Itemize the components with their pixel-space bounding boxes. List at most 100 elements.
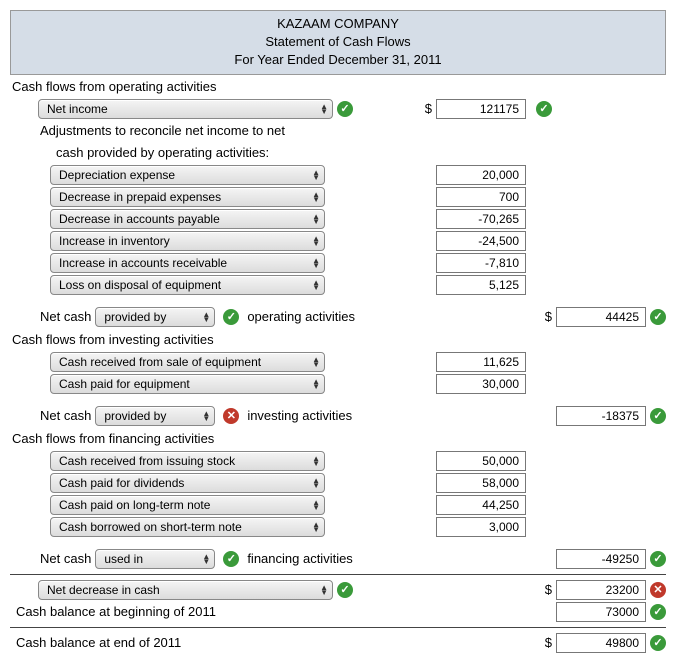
check-icon: ✓ [650,551,666,567]
net-change-select[interactable]: Net decrease in cash ▲▼ [38,580,333,600]
x-icon: ✕ [223,408,239,424]
line-item-select[interactable]: Increase in accounts receivable ▲▼ [50,253,325,273]
line-item-label: Increase in accounts receivable [59,256,227,270]
fin-netcash-select[interactable]: used in ▲▼ [95,549,215,569]
line-item-label: Decrease in prepaid expenses [59,190,221,204]
financing-title: Cash flows from financing activities [10,428,216,449]
begin-balance-input[interactable] [556,602,646,622]
end-balance-input[interactable] [556,633,646,653]
line-item-select[interactable]: Cash received from issuing stock ▲▼ [50,451,325,471]
check-icon: ✓ [337,101,353,117]
line-item-select[interactable]: Depreciation expense ▲▼ [50,165,325,185]
net-change-input[interactable] [556,580,646,600]
line-item-label: Cash borrowed on short-term note [59,520,242,534]
chevron-updown-icon: ▲▼ [312,214,320,224]
end-balance-label: Cash balance at end of 2011 [14,635,181,650]
line-item-input[interactable] [436,473,526,493]
chevron-updown-icon: ▲▼ [312,192,320,202]
chevron-updown-icon: ▲▼ [312,170,320,180]
chevron-updown-icon: ▲▼ [320,104,328,114]
line-item-input[interactable] [436,165,526,185]
line-item-input[interactable] [436,374,526,394]
dollar-sign: $ [542,635,556,650]
op-netcash-input[interactable] [556,307,646,327]
investing-title: Cash flows from investing activities [10,329,216,350]
net-income-select[interactable]: Net income ▲▼ [38,99,333,119]
fin-netcash-select-label: used in [104,552,143,566]
chevron-updown-icon: ▲▼ [312,379,320,389]
chevron-updown-icon: ▲▼ [312,258,320,268]
chevron-updown-icon: ▲▼ [312,357,320,367]
dollar-sign: $ [542,582,556,597]
net-income-input[interactable] [436,99,526,119]
line-item-label: Cash paid on long-term note [59,498,210,512]
chevron-updown-icon: ▲▼ [312,236,320,246]
op-netcash-prefix: Net cash [38,309,91,324]
line-item-label: Increase in inventory [59,234,170,248]
check-icon: ✓ [337,582,353,598]
line-item-input[interactable] [436,451,526,471]
x-icon: ✕ [650,582,666,598]
line-item-input[interactable] [436,209,526,229]
line-item-select[interactable]: Decrease in accounts payable ▲▼ [50,209,325,229]
line-item-label: Cash paid for dividends [59,476,184,490]
line-item-input[interactable] [436,231,526,251]
fin-netcash-prefix: Net cash [38,551,91,566]
operating-title: Cash flows from operating activities [10,76,218,97]
op-netcash-suffix: operating activities [245,309,355,324]
line-item-select[interactable]: Cash paid for dividends ▲▼ [50,473,325,493]
line-item-label: Cash received from issuing stock [59,454,235,468]
line-item-label: Loss on disposal of equipment [59,278,221,292]
chevron-updown-icon: ▲▼ [202,411,210,421]
line-item-select[interactable]: Cash paid for equipment ▲▼ [50,374,325,394]
op-netcash-select-label: provided by [104,310,166,324]
line-item-input[interactable] [436,275,526,295]
line-item-label: Depreciation expense [59,168,175,182]
line-item-label: Cash paid for equipment [59,377,190,391]
statement-title: Statement of Cash Flows [11,33,665,51]
line-item-input[interactable] [436,517,526,537]
fin-netcash-input[interactable] [556,549,646,569]
line-item-input[interactable] [436,352,526,372]
inv-netcash-prefix: Net cash [38,408,91,423]
net-change-select-label: Net decrease in cash [47,583,160,597]
adjustments-line2: cash provided by operating activities: [54,145,269,160]
inv-netcash-select[interactable]: provided by ▲▼ [95,406,215,426]
chevron-updown-icon: ▲▼ [312,522,320,532]
chevron-updown-icon: ▲▼ [202,554,210,564]
chevron-updown-icon: ▲▼ [320,585,328,595]
line-item-select[interactable]: Cash paid on long-term note ▲▼ [50,495,325,515]
line-item-select[interactable]: Increase in inventory ▲▼ [50,231,325,251]
line-item-select[interactable]: Decrease in prepaid expenses ▲▼ [50,187,325,207]
check-icon: ✓ [223,551,239,567]
check-icon: ✓ [223,309,239,325]
line-item-label: Cash received from sale of equipment [59,355,261,369]
line-item-select[interactable]: Cash borrowed on short-term note ▲▼ [50,517,325,537]
check-icon: ✓ [536,101,552,117]
company-name: KAZAAM COMPANY [11,15,665,33]
net-income-select-label: Net income [47,102,108,116]
check-icon: ✓ [650,604,666,620]
chevron-updown-icon: ▲▼ [312,280,320,290]
dollar-sign: $ [542,309,556,324]
line-item-label: Decrease in accounts payable [59,212,220,226]
line-item-input[interactable] [436,187,526,207]
line-item-select[interactable]: Cash received from sale of equipment ▲▼ [50,352,325,372]
chevron-updown-icon: ▲▼ [312,500,320,510]
statement-header: KAZAAM COMPANY Statement of Cash Flows F… [10,10,666,75]
inv-netcash-suffix: investing activities [245,408,352,423]
chevron-updown-icon: ▲▼ [312,456,320,466]
fin-netcash-suffix: financing activities [245,551,353,566]
op-netcash-select[interactable]: provided by ▲▼ [95,307,215,327]
line-item-select[interactable]: Loss on disposal of equipment ▲▼ [50,275,325,295]
statement-period: For Year Ended December 31, 2011 [11,51,665,69]
line-item-input[interactable] [436,495,526,515]
check-icon: ✓ [650,309,666,325]
begin-balance-label: Cash balance at beginning of 2011 [14,604,216,619]
line-item-input[interactable] [436,253,526,273]
dollar-sign: $ [422,101,436,116]
chevron-updown-icon: ▲▼ [312,478,320,488]
inv-netcash-input[interactable] [556,406,646,426]
inv-netcash-select-label: provided by [104,409,166,423]
check-icon: ✓ [650,635,666,651]
